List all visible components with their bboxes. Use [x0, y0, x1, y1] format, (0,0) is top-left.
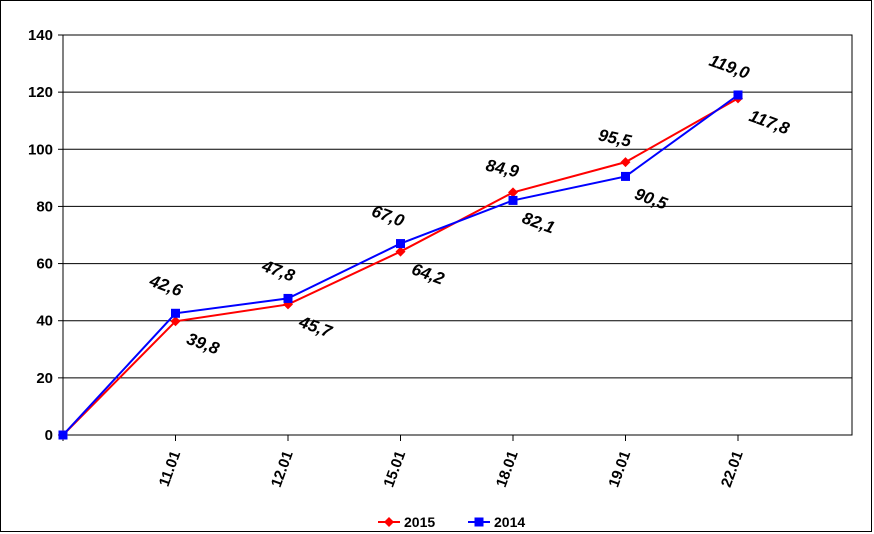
- legend-marker-2014: [474, 517, 484, 527]
- gridlines: [63, 34, 852, 379]
- legend-label-2014: 2014: [494, 514, 525, 530]
- point-2014: [283, 293, 293, 303]
- point-2015: [170, 316, 181, 327]
- y-axis-ticks: 0 20 40 60 80 100 120 140: [28, 27, 63, 444]
- legend: 2015 2014: [378, 514, 525, 530]
- series-group: [58, 90, 743, 440]
- y-tick-label: 60: [36, 256, 53, 273]
- data-label-2015: 39,8: [184, 329, 222, 358]
- point-2014: [508, 195, 518, 205]
- y-tick-label: 0: [45, 427, 53, 444]
- point-2015: [620, 157, 631, 168]
- point-2014: [396, 239, 405, 249]
- x-tick-label: 18.01: [493, 449, 522, 490]
- data-label-2014: 42,6: [146, 271, 185, 301]
- legend-label-2015: 2015: [404, 514, 435, 530]
- data-label-2014: 119,0: [707, 51, 753, 83]
- legend-marker-2015: [384, 517, 394, 527]
- data-label-2015: 45,7: [296, 312, 336, 342]
- data-label-2015: 117,8: [747, 106, 793, 138]
- x-tick-label: 15.01: [380, 449, 409, 490]
- x-tick-label: 11.01: [156, 449, 185, 489]
- data-label-2015: 84,9: [484, 156, 521, 182]
- y-tick-label: 40: [36, 313, 53, 330]
- point-2014: [58, 430, 68, 440]
- series-line-2014: [62, 94, 739, 436]
- y-tick-label: 140: [28, 27, 53, 44]
- point-2014: [733, 90, 743, 100]
- x-tick-label: 12.01: [268, 449, 297, 490]
- point-2014: [171, 308, 180, 318]
- data-labels: 39,845,764,284,995,5 117,842,647,867,0 82,…: [146, 51, 792, 359]
- data-label-2014: 90,5: [632, 184, 670, 213]
- axes: [62, 34, 853, 436]
- y-tick-label: 20: [36, 370, 53, 387]
- data-label-2014: 82,1: [520, 208, 558, 237]
- plot-area-border: [62, 34, 853, 436]
- point-2015: [508, 187, 518, 198]
- x-axis-ticks: 11.01 12.01 15.01 18.01 19.01 22.01: [62, 435, 747, 490]
- y-tick-label: 120: [28, 84, 53, 101]
- data-label-2015: 95,5: [597, 125, 634, 151]
- x-tick-label: 22.01: [718, 449, 747, 490]
- y-tick-label: 80: [36, 198, 53, 215]
- x-tick-label: 19.01: [605, 449, 634, 490]
- point-2015: [395, 246, 406, 257]
- point-2014: [621, 171, 630, 181]
- y-tick-label: 100: [28, 141, 53, 158]
- data-label-2014: 47,8: [259, 256, 298, 286]
- data-label-2014: 67,0: [369, 201, 407, 230]
